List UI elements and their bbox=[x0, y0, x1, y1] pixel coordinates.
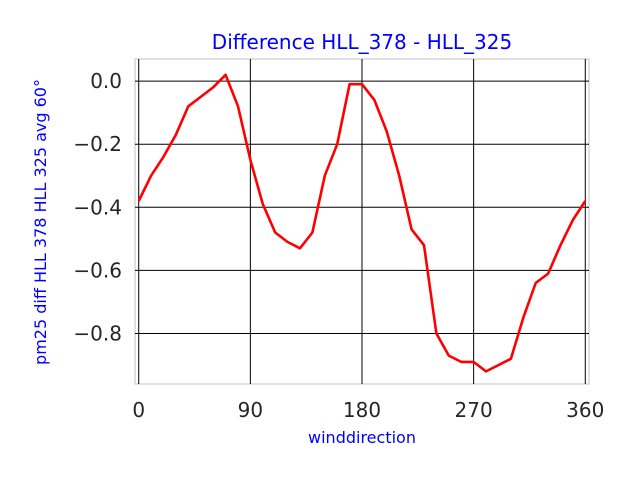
grid-lines bbox=[135, 59, 589, 384]
x-tick-label: 90 bbox=[238, 398, 263, 422]
series-line bbox=[137, 73, 587, 373]
chart-title: Difference HLL_378 - HLL_325 bbox=[212, 30, 512, 54]
x-tick-label: 360 bbox=[566, 398, 604, 422]
x-tick-label: 180 bbox=[343, 398, 381, 422]
y-axis-label: pm25 diff HLL 378 HLL 325 avg 60° bbox=[31, 79, 50, 365]
tick-labels: 0 90 180 270 360 0.0 −0.2 −0.4 −0.6 −0.8 bbox=[73, 69, 604, 422]
x-axis-label: winddirection bbox=[308, 428, 416, 447]
y-tick-label: −0.8 bbox=[73, 322, 122, 346]
x-tick-label: 0 bbox=[132, 398, 145, 422]
y-tick-label: 0.0 bbox=[90, 69, 122, 93]
y-tick-label: −0.2 bbox=[73, 132, 122, 156]
y-tick-label: −0.6 bbox=[73, 258, 122, 282]
series-layer bbox=[137, 73, 587, 373]
y-tick-label: −0.4 bbox=[73, 195, 122, 219]
x-tick-label: 270 bbox=[455, 398, 493, 422]
